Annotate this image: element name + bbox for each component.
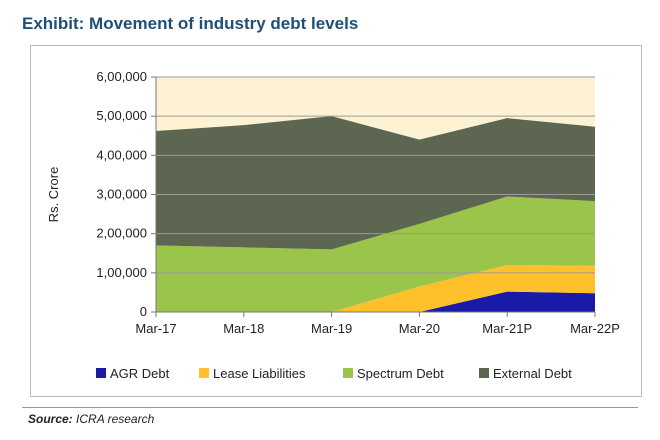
x-tick-label: Mar-22P: [570, 321, 620, 336]
y-tick-label: 1,00,000: [96, 265, 147, 280]
area-spectrum-debt: [156, 196, 595, 312]
area-chart: 0 1,00,000 2,00,000 3,00,000 4,00,000 5,00,00…: [46, 69, 620, 381]
y-axis-label: Rs. Crore: [46, 167, 61, 223]
x-tick-label: Mar-20: [399, 321, 440, 336]
source-label: Source:: [28, 412, 73, 426]
legend-swatch-agr-debt: [96, 368, 106, 378]
y-tick-label: 2,00,000: [96, 226, 147, 241]
legend-label-agr-debt: AGR Debt: [110, 366, 170, 381]
legend-swatch-lease-liabilities: [199, 368, 209, 378]
source-text: ICRA research: [76, 412, 155, 426]
y-tick-label: 0: [140, 304, 147, 319]
x-tick-label: Mar-18: [223, 321, 264, 336]
y-tick-label: 5,00,000: [96, 108, 147, 123]
area-lease-liabilities: [156, 265, 595, 312]
legend-label-spectrum-debt: Spectrum Debt: [357, 366, 444, 381]
source-note: Source: ICRA research: [28, 412, 154, 426]
x-tick-label: Mar-19: [311, 321, 352, 336]
chart-frame: 0 1,00,000 2,00,000 3,00,000 4,00,000 5,00,00…: [30, 45, 642, 397]
source-divider: [22, 407, 638, 408]
legend-swatch-external-debt: [479, 368, 489, 378]
legend-label-external-debt: External Debt: [493, 366, 572, 381]
x-tick-label: Mar-17: [135, 321, 176, 336]
chart-title: Exhibit: Movement of industry debt level…: [22, 14, 359, 33]
x-tick-label: Mar-21P: [482, 321, 532, 336]
area-external-debt: [156, 116, 595, 250]
area-agr-debt: [156, 291, 595, 312]
legend-label-lease-liabilities: Lease Liabilities: [213, 366, 306, 381]
legend-swatch-spectrum-debt: [343, 368, 353, 378]
y-tick-label: 4,00,000: [96, 147, 147, 162]
y-tick-label: 6,00,000: [96, 69, 147, 84]
y-tick-label: 3,00,000: [96, 187, 147, 202]
